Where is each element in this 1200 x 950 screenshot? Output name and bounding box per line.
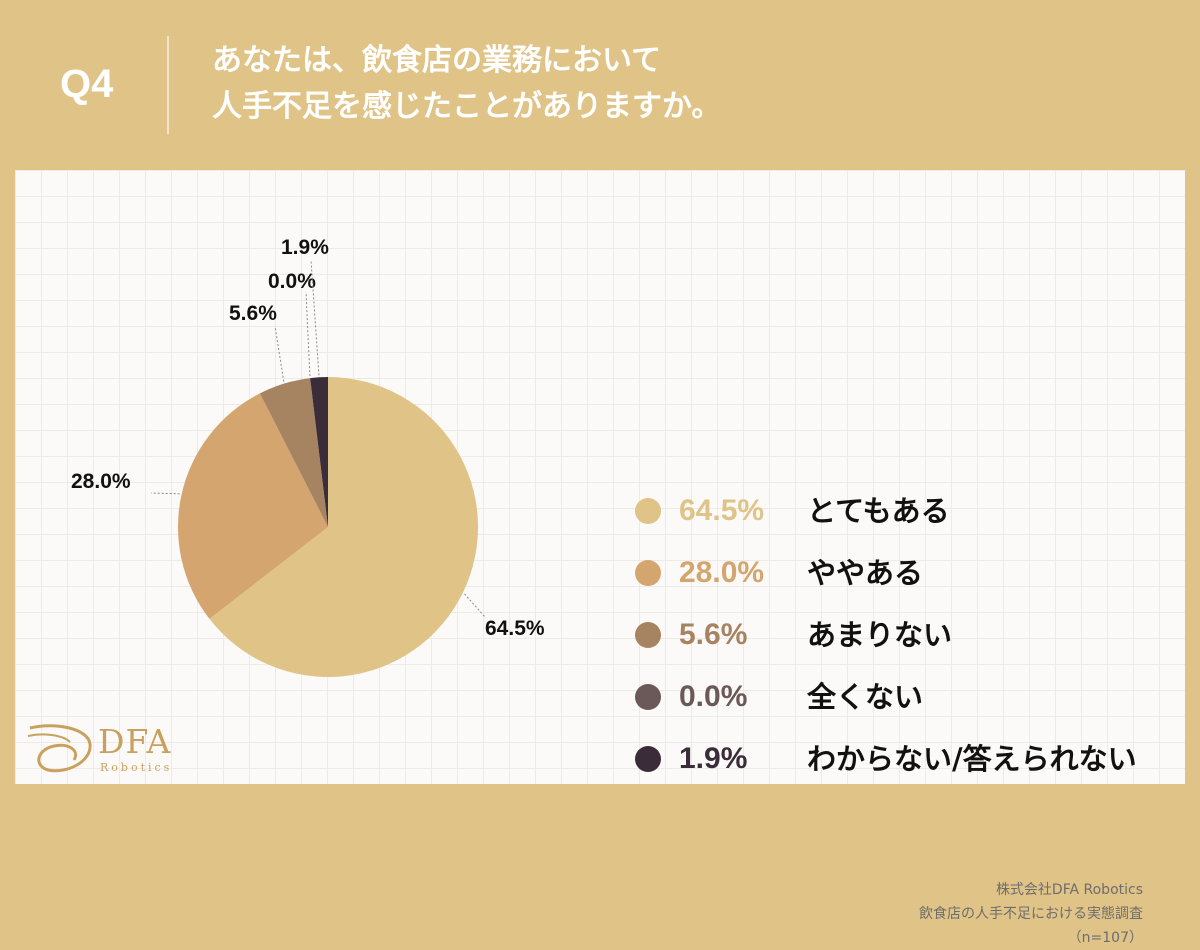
legend-item-5: 1.9% わからない/答えられない xyxy=(635,736,1195,786)
question-text: あなたは、飲食店の業務において 人手不足を感じたことがありますか。 xyxy=(212,38,721,130)
legend-swatch xyxy=(635,746,661,772)
legend-label: 全くない xyxy=(807,680,924,714)
legend-label: とてもある xyxy=(807,494,950,528)
header: Q4 あなたは、飲食店の業務において 人手不足を感じたことがありますか。 xyxy=(0,0,1200,170)
pie-slice-2 xyxy=(177,393,328,619)
legend-percent: 64.5% xyxy=(679,494,765,527)
legend-percent: 1.9% xyxy=(679,742,748,775)
legend-percent: 5.6% xyxy=(679,618,748,651)
data-label-5: 1.9% xyxy=(281,236,329,259)
legend-item-2: 28.0% ややある xyxy=(635,550,1195,600)
pie-slice-5 xyxy=(310,377,328,527)
question-line-1: あなたは、飲食店の業務において xyxy=(212,43,662,78)
header-divider xyxy=(167,36,169,134)
pie-chart: 64.5% 28.0% 5.6% 0.0% 1.9% xyxy=(71,236,545,677)
legend-percent: 0.0% xyxy=(679,680,748,713)
data-label-2: 28.0% xyxy=(71,470,131,493)
source-survey: 飲食店の人手不足における実態調査 xyxy=(919,906,1143,922)
leader-line-1 xyxy=(464,593,486,618)
pie-slice-1 xyxy=(209,377,478,677)
chart-panel: 64.5% 28.0% 5.6% 0.0% 1.9% 64.5% とてもある 28.0% やや… xyxy=(15,170,1185,946)
legend-percent: 28.0% xyxy=(679,556,765,589)
source-sample: （n=107） xyxy=(1067,930,1143,946)
legend-label: わからない/答えられない xyxy=(807,742,1137,776)
leader-line-5 xyxy=(310,259,320,376)
legend-label: あまりない xyxy=(807,618,953,652)
leader-line-2 xyxy=(150,492,180,495)
source-note: 株式会社DFA Robotics 飲食店の人手不足における実態調査 （n=107… xyxy=(919,878,1143,950)
logo-swirl-icon xyxy=(27,724,92,773)
legend-item-4: 0.0% 全くない xyxy=(635,674,1195,724)
legend-swatch xyxy=(635,560,661,586)
data-label-4: 0.0% xyxy=(268,270,316,293)
data-label-3: 5.6% xyxy=(229,302,277,325)
legend-swatch xyxy=(635,498,661,524)
question-number: Q4 xyxy=(60,62,114,106)
logo-subtext: Robotics xyxy=(100,761,173,774)
leader-line-3 xyxy=(274,325,285,382)
legend-label: ややある xyxy=(807,556,924,590)
legend-item-1: 64.5% とてもある xyxy=(635,488,1195,538)
legend-item-3: 5.6% あまりない xyxy=(635,612,1195,662)
logo-text: DFA xyxy=(98,722,172,761)
source-company: 株式会社DFA Robotics xyxy=(995,882,1143,898)
data-label-1: 64.5% xyxy=(485,617,545,640)
pie-slice-3 xyxy=(259,378,328,527)
leader-line-4 xyxy=(305,291,311,377)
legend-swatch xyxy=(635,622,661,648)
company-logo: DFA Robotics xyxy=(24,718,204,778)
question-line-2: 人手不足を感じたことがありますか。 xyxy=(212,89,722,124)
legend-swatch xyxy=(635,684,661,710)
